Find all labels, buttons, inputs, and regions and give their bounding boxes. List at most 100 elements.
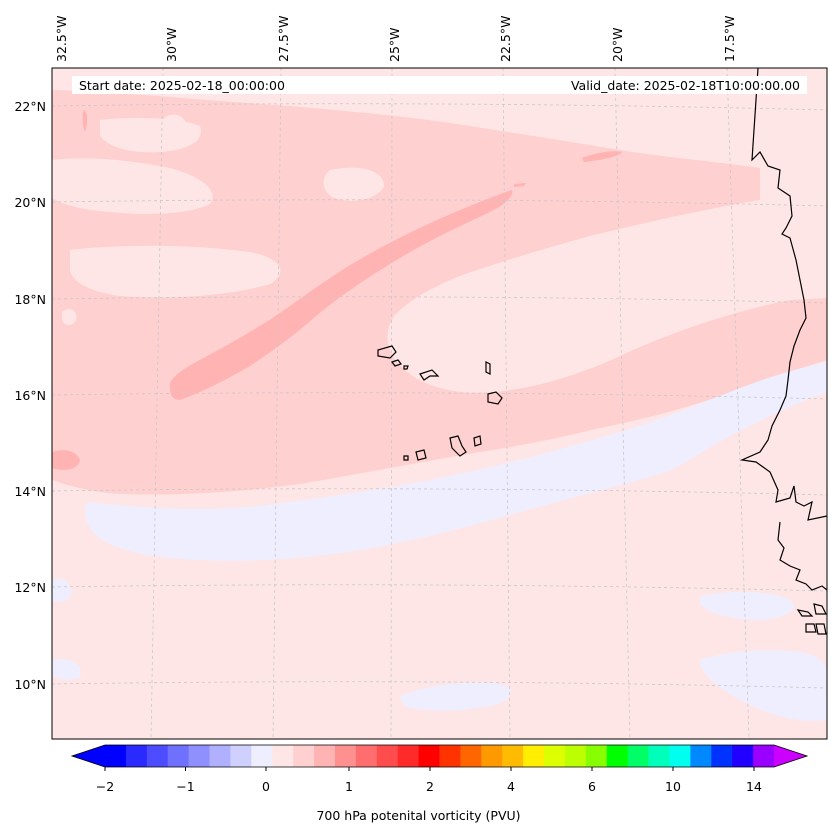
map-frame bbox=[51, 67, 828, 740]
island-maio bbox=[473, 435, 482, 447]
island-sao-nicolau bbox=[419, 369, 440, 381]
colorbar-cell bbox=[502, 745, 524, 767]
field-lavender-patch-2 bbox=[700, 650, 827, 722]
colorbar-cell bbox=[167, 745, 190, 767]
field-pink-speck-3 bbox=[82, 110, 88, 132]
field-lavender-patch-3 bbox=[700, 591, 794, 620]
colorbar-cell bbox=[146, 745, 169, 767]
lat-label-20n: 20°N bbox=[14, 195, 46, 210]
colorbar-cell bbox=[690, 745, 712, 767]
colorbar-under-arrow bbox=[72, 745, 105, 767]
colorbar-tick-label: 0 bbox=[262, 779, 270, 794]
field-lavender-patch-4 bbox=[52, 578, 72, 602]
coastlines bbox=[377, 67, 828, 635]
lon-label-30w: 30°W bbox=[164, 27, 179, 62]
field-pocket-2 bbox=[164, 114, 186, 134]
colorbar-cells bbox=[105, 745, 775, 767]
lat-label-10n: 10°N bbox=[14, 677, 46, 692]
colorbar-cell bbox=[606, 745, 629, 767]
lon-label-27-5w: 27.5°W bbox=[276, 16, 291, 62]
colorbar-cell bbox=[355, 745, 378, 767]
colorbar-cell bbox=[334, 745, 357, 767]
meridian-22-5w bbox=[502, 67, 511, 740]
parallel-14n bbox=[51, 488, 828, 496]
colorbar-cell bbox=[188, 745, 210, 767]
parallel-12n bbox=[51, 584, 828, 592]
colorbar-tick-label: 2 bbox=[426, 779, 434, 794]
colorbar-cell bbox=[105, 745, 127, 767]
lon-label-25w: 25°W bbox=[387, 27, 402, 62]
colorbar-cell bbox=[209, 745, 231, 767]
africa-coastline bbox=[739, 67, 828, 521]
colorbar-cell bbox=[669, 745, 691, 767]
colorbar-cell bbox=[627, 745, 649, 767]
colorbar-tick-label: 4 bbox=[507, 779, 515, 794]
lat-label-18n: 18°N bbox=[14, 292, 46, 307]
lon-label-17-5w: 17.5°W bbox=[722, 16, 737, 62]
meridian-30w bbox=[150, 67, 164, 740]
island-brava bbox=[403, 455, 409, 461]
colorbar-cell bbox=[732, 745, 754, 767]
colorbar: −2 −1 0 1 2 4 6 10 14 bbox=[70, 744, 809, 794]
island-fogo bbox=[415, 449, 427, 461]
colorbar-tick-label: −1 bbox=[176, 779, 194, 794]
island-santo-antao bbox=[377, 345, 397, 359]
parallel-22n bbox=[51, 103, 828, 111]
colorbar-cell bbox=[753, 745, 775, 767]
colorbar-tick-labels: −2 −1 0 1 2 4 6 10 14 bbox=[96, 779, 762, 794]
colorbar-cell bbox=[439, 745, 461, 767]
parallel-20n bbox=[51, 199, 828, 207]
colorbar-over-arrow bbox=[774, 745, 807, 767]
field-pink-speck-4 bbox=[52, 450, 80, 470]
lat-label-16n: 16°N bbox=[14, 388, 46, 403]
lon-label-22-5w: 22.5°W bbox=[498, 16, 513, 62]
colorbar-title: 700 hPa potenital vorticity (PVU) bbox=[316, 808, 521, 823]
lat-label-14n: 14°N bbox=[14, 484, 46, 499]
field-pink-streak bbox=[169, 190, 513, 400]
colorbar-cell bbox=[711, 745, 733, 767]
colorbar-cell bbox=[523, 745, 545, 767]
colorbar-tick-label: 14 bbox=[746, 779, 762, 794]
field-pink-speck-1 bbox=[582, 151, 622, 162]
colorbar-tick-label: −2 bbox=[96, 779, 114, 794]
colorbar-cell bbox=[544, 745, 566, 767]
valid-date-label: Valid_date: 2025-02-18T10:00:00.00 bbox=[571, 78, 800, 93]
meridian-20w bbox=[614, 67, 631, 740]
field-pocket-5 bbox=[70, 245, 281, 298]
field-pocket-4 bbox=[323, 167, 384, 201]
parallel-10n bbox=[51, 681, 828, 689]
island-santa-luzia bbox=[403, 365, 409, 370]
colorbar-cell bbox=[585, 745, 608, 767]
colorbar-cell bbox=[648, 745, 670, 767]
island-boa-vista bbox=[487, 391, 503, 405]
field-lavender-patch-5 bbox=[52, 658, 81, 680]
lon-label-32-5w: 32.5°W bbox=[54, 16, 69, 62]
colorbar-cell bbox=[314, 745, 336, 767]
colorbar-tick-label: 10 bbox=[665, 779, 681, 794]
parallel-18n bbox=[51, 296, 828, 304]
pv-field bbox=[52, 68, 827, 739]
lat-label-12n: 12°N bbox=[14, 580, 46, 595]
island-sal bbox=[485, 361, 491, 375]
lat-label-22n: 22°N bbox=[14, 99, 46, 114]
islets-bijagos bbox=[796, 603, 827, 635]
colorbar-cell bbox=[418, 745, 440, 767]
field-pocket-3 bbox=[52, 158, 213, 214]
colorbar-cell bbox=[272, 745, 294, 767]
meridian-25w bbox=[390, 67, 393, 740]
colorbar-cell bbox=[397, 745, 419, 767]
meridian-17-5w bbox=[726, 67, 750, 740]
colorbar-ticks bbox=[104, 767, 755, 771]
colorbar-cell bbox=[293, 745, 315, 767]
longitude-labels: 32.5°W 30°W 27.5°W 25°W 22.5°W 20°W 17.5… bbox=[54, 16, 737, 62]
colorbar-cell bbox=[230, 745, 252, 767]
africa-coastline-south bbox=[777, 521, 828, 591]
field-pocket-6 bbox=[62, 309, 77, 326]
colorbar-cell bbox=[125, 745, 148, 767]
island-sao-vicente bbox=[391, 359, 402, 367]
colorbar-cell bbox=[460, 745, 482, 767]
colorbar-cell bbox=[564, 745, 587, 767]
colorbar-cell bbox=[376, 745, 399, 767]
parallel-16n bbox=[51, 392, 828, 400]
